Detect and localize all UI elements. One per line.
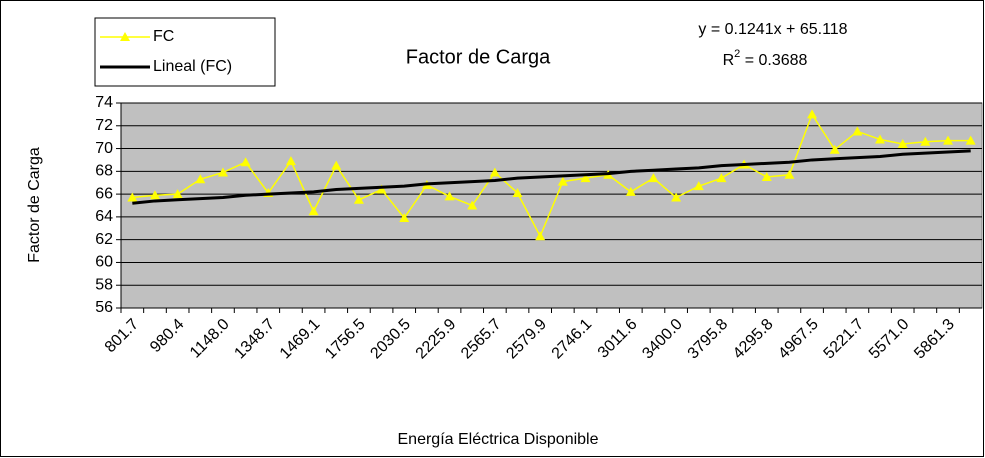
point-marker <box>172 189 183 199</box>
r-squared: R2 = 0.3688 <box>723 48 808 69</box>
legend-label: Lineal (FC) <box>153 58 232 75</box>
point-marker <box>852 126 863 136</box>
point-marker <box>376 184 387 194</box>
y-tick-label: 58 <box>95 276 113 293</box>
y-tick-label: 56 <box>95 299 113 316</box>
point-marker <box>331 160 342 170</box>
trend-line <box>132 149 971 205</box>
y-tick-label: 72 <box>95 117 113 134</box>
point-marker <box>807 109 818 119</box>
r2-rest: = 0.3688 <box>740 52 807 69</box>
y-tick-label: 68 <box>95 163 113 180</box>
point-marker <box>195 174 206 184</box>
y-axis-title: Factor de Carga <box>26 147 43 263</box>
point-marker <box>399 213 410 223</box>
r2-base: R <box>723 52 735 69</box>
chart-title: Factor de Carga <box>406 46 551 68</box>
point-marker <box>557 176 568 186</box>
y-tick-label: 70 <box>95 140 113 157</box>
point-marker <box>467 200 478 210</box>
point-marker <box>829 144 840 154</box>
y-tick-label: 66 <box>95 185 113 202</box>
point-marker <box>512 187 523 197</box>
point-marker <box>353 194 364 204</box>
point-marker <box>489 167 500 177</box>
point-marker <box>240 157 251 167</box>
point-marker <box>444 191 455 201</box>
point-marker <box>127 192 138 202</box>
legend-box <box>94 17 276 87</box>
point-marker <box>580 173 591 183</box>
x-axis-title: Energía Eléctrica Disponible <box>398 431 599 448</box>
plot-area <box>120 102 983 309</box>
point-marker <box>716 173 727 183</box>
point-marker <box>625 186 636 196</box>
point-marker <box>784 169 795 179</box>
point-marker <box>671 192 682 202</box>
trend-equation: y = 0.1241x + 65.118 <box>698 21 847 38</box>
legend-label: FC <box>153 28 174 45</box>
point-marker <box>535 231 546 241</box>
point-marker <box>965 135 976 145</box>
legend-marker <box>120 32 130 41</box>
point-marker <box>217 167 228 177</box>
r2-sup: 2 <box>734 48 740 60</box>
point-marker <box>693 181 704 191</box>
y-tick-label: 62 <box>95 231 113 248</box>
point-marker <box>897 139 908 148</box>
point-marker <box>875 134 886 144</box>
y-tick-label: 64 <box>95 208 113 225</box>
point-marker <box>761 172 772 182</box>
point-marker <box>648 173 659 183</box>
point-marker <box>920 136 931 146</box>
point-marker <box>149 190 160 200</box>
y-tick-label: 74 <box>95 94 113 111</box>
point-marker <box>308 206 319 216</box>
point-marker <box>285 156 296 166</box>
point-marker <box>943 135 954 145</box>
series-line <box>132 112 971 239</box>
y-tick-label: 60 <box>95 254 113 271</box>
